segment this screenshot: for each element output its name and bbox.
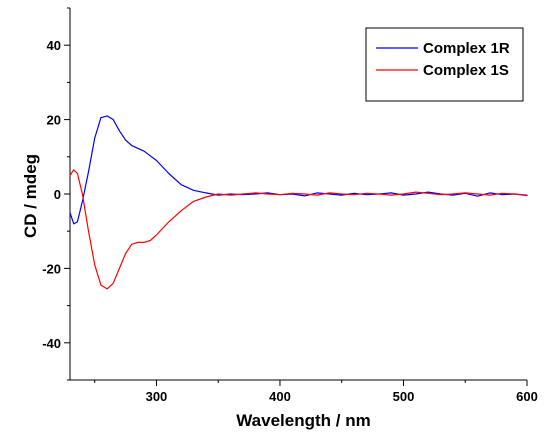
y-tick-label: -20	[42, 261, 61, 276]
y-tick-label: 40	[47, 38, 61, 53]
legend-label: Complex 1S	[423, 62, 509, 79]
y-tick-label: 20	[47, 113, 61, 128]
x-tick-label: 600	[516, 389, 538, 404]
x-axis-title: Wavelength / nm	[236, 411, 370, 430]
series-layer	[69, 115, 528, 290]
y-axis-title: CD / mdeg	[21, 154, 40, 238]
y-tick-label: 0	[54, 187, 61, 202]
x-tick-label: 400	[269, 389, 291, 404]
x-tick-label: 500	[393, 389, 415, 404]
series-line-complex-1r	[69, 115, 528, 225]
x-tick-label: 300	[146, 389, 168, 404]
y-tick-label: -40	[42, 336, 61, 351]
axes-layer: 40 20 0 -20 -40 300 400 500 600	[42, 7, 538, 404]
legend-label: Complex 1R	[423, 40, 510, 57]
series-line-complex-1s	[69, 169, 528, 290]
legend-box	[365, 27, 524, 102]
legend: Complex 1R Complex 1S	[365, 27, 524, 102]
